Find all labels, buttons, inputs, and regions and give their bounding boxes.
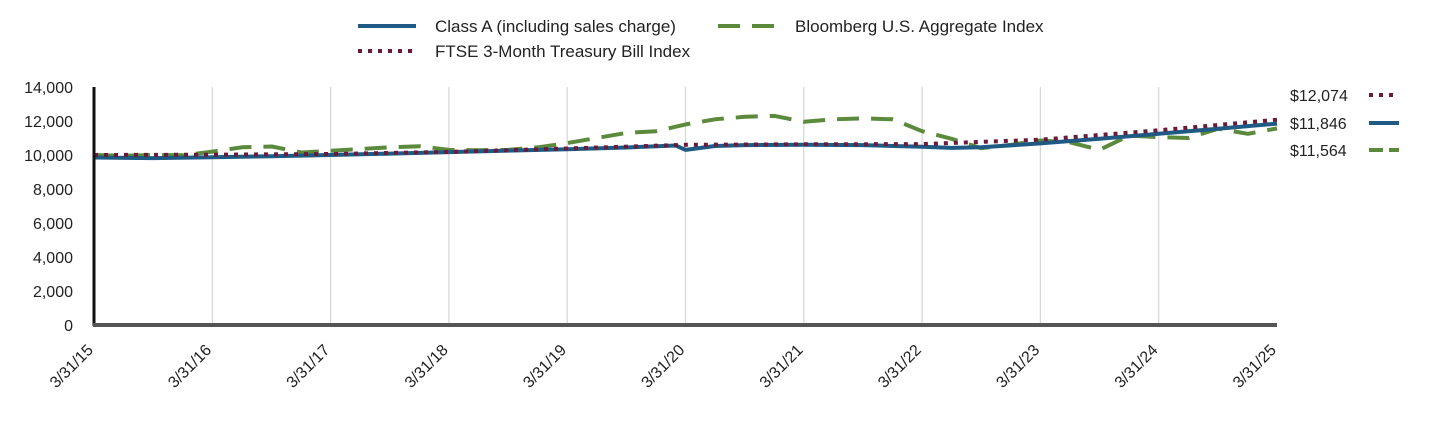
x-tick-label: 3/31/18: [402, 342, 452, 392]
legend-label: Class A (including sales charge): [435, 17, 676, 36]
x-tick-label: 3/31/23: [993, 342, 1043, 392]
y-tick-label: 10,000: [24, 148, 73, 165]
legend-label: Bloomberg U.S. Aggregate Index: [795, 17, 1044, 36]
series-line-solid: [93, 121, 1278, 161]
end-value-labels: $12,074 $11,846 $11,564: [1290, 88, 1399, 160]
x-tick-label: 3/31/22: [875, 342, 925, 392]
y-tick-label: 2,000: [33, 284, 73, 301]
end-value-label: $11,846: [1290, 116, 1347, 133]
x-tick-label: 3/31/25: [1230, 342, 1280, 392]
x-tick-label: 3/31/19: [520, 342, 570, 392]
y-tick-label: 0: [64, 318, 73, 335]
y-tick-label: 4,000: [33, 250, 73, 267]
x-tick-label: 3/31/24: [1112, 342, 1162, 392]
x-tick-label: 3/31/21: [757, 342, 807, 392]
y-tick-label: 14,000: [24, 80, 73, 97]
x-tick-label: 3/31/15: [47, 342, 97, 392]
end-value-label: $12,074: [1290, 88, 1348, 105]
series-lines: [93, 113, 1278, 161]
series-line-dotted: [93, 117, 1278, 157]
gridlines: [211, 87, 1160, 325]
y-tick-label: 6,000: [33, 216, 73, 233]
x-tick-label: 3/31/20: [639, 342, 689, 392]
axes: [92, 87, 1277, 327]
x-tick-label: 3/31/16: [165, 342, 215, 392]
end-value-label: $11,564: [1290, 143, 1347, 160]
y-tick-label: 12,000: [24, 114, 73, 131]
y-tick-label: 8,000: [33, 182, 73, 199]
series-line-dashed: [93, 113, 1278, 158]
legend: Class A (including sales charge) Bloomber…: [358, 17, 1044, 61]
x-tick-label: 3/31/17: [284, 342, 334, 392]
legend-label: FTSE 3-Month Treasury Bill Index: [435, 42, 691, 61]
